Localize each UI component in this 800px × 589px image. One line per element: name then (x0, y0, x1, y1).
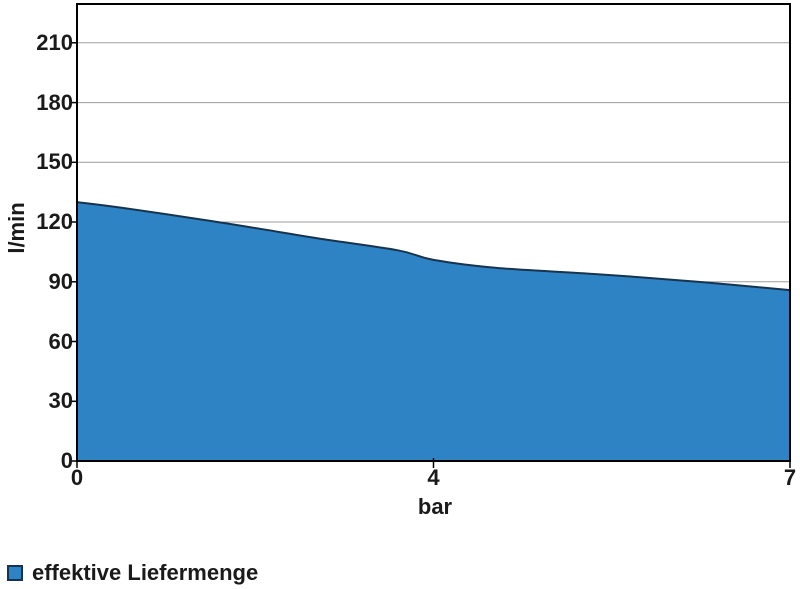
y-tick-label-60: 60 (48, 328, 73, 354)
y-tick-label-180: 180 (36, 89, 73, 115)
y-axis-title: l/min (4, 202, 29, 254)
x-tick-label-0: 0 (70, 465, 84, 490)
y-tick-label-210: 210 (36, 29, 73, 55)
series-line (76, 201, 791, 292)
y-tick-label-90: 90 (48, 268, 73, 294)
legend-swatch-icon (7, 565, 23, 581)
x-axis-title: bar (417, 494, 453, 519)
x-tick-label-4: 4 (427, 465, 440, 490)
y-tick-label-150: 150 (36, 149, 73, 175)
legend: effektive Liefermenge (7, 560, 259, 585)
y-tick-label-0: 0 (60, 448, 73, 473)
legend-label: effektive Liefermenge (32, 560, 259, 585)
x-tick-label-7: 7 (783, 465, 797, 490)
y-tick-label-30: 30 (48, 388, 73, 414)
area-fill (77, 202, 790, 461)
y-tick-label-120: 120 (36, 209, 73, 235)
